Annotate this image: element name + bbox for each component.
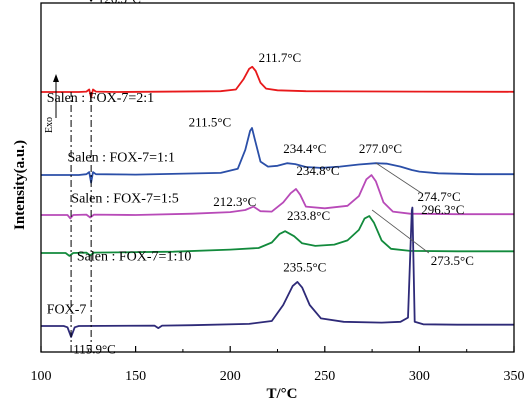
peak-temperature-label: 115.9°C [73,341,116,356]
x-tick-label: 300 [409,369,430,384]
peak-temperature-label: 211.5°C [189,115,232,130]
x-tick-label: 200 [220,369,241,384]
exo-indicator: Exo [44,74,59,133]
trace-name-label: FOX-7 [47,302,87,317]
exo-arrow-head-icon [53,74,59,82]
x-tick-label: 350 [504,369,525,384]
series-line [41,65,515,99]
series-line [41,215,514,257]
series-line [41,174,514,220]
traces-layer [41,0,515,338]
peak-temperature-label: 212.3°C [213,194,256,209]
peak-temperature-label: 277.0°C [359,141,402,156]
trace-name-label: Salen : FOX-7=1:5 [71,191,178,206]
peak-temperature-label: 274.7°C [418,189,461,204]
x-tick-label: 250 [314,369,335,384]
leader-line-273 [371,209,430,254]
trace-name-label: Salen : FOX-7=2:1 [47,91,154,106]
x-tick-label: 100 [31,369,52,384]
x-axis: 100 150 200 250 300 350 [31,346,525,384]
series-line [41,206,514,338]
peak-temperature-label: 235.5°C [283,259,326,274]
peak-temperature-label: 211.7°C [259,50,302,65]
x-axis-title: T/°C [266,386,297,400]
y-axis-title: Intensity(a.u.) [12,140,28,230]
peak-temperature-label: 273.5°C [431,253,474,268]
x-tick-label: 150 [125,369,146,384]
leader-line-274 [375,162,422,194]
peak-temperature-label: 233.8°C [287,208,330,223]
peak-temperature-label: 234.8°C [296,163,339,178]
peak-temperature-label: 234.4°C [283,141,326,156]
trace-name-label: Salen : FOX-7=1:1 [68,151,175,166]
series-line [41,127,514,184]
peak-temperature-label: 296.3°C [421,202,464,217]
trace-name-label: Salen : FOX-7=1:10 [77,250,191,265]
exo-label: Exo [44,117,55,133]
guides-layer [70,92,430,352]
